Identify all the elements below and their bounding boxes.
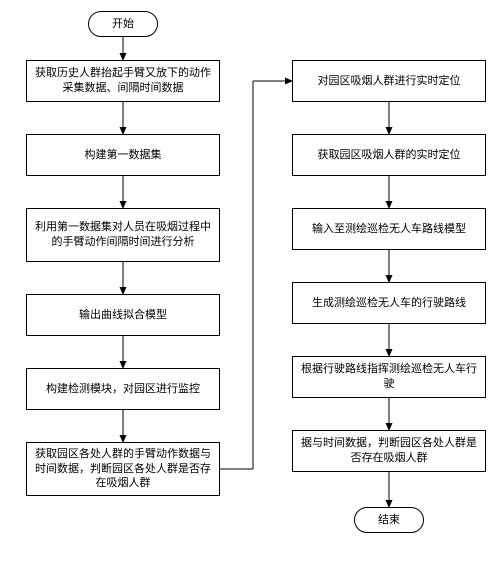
node-label: 根据行驶路线指挥测绘巡检无人车行驶 <box>299 362 479 392</box>
node-label: 获取园区各处人群的手臂动作数据与时间数据，判断园区各处人群是否存在吸烟人群 <box>33 447 213 492</box>
end-label: 结束 <box>378 513 400 528</box>
node-label: 构建第一数据集 <box>85 148 162 163</box>
left-step-2: 构建第一数据集 <box>26 134 220 176</box>
start-label: 开始 <box>112 17 134 32</box>
start-terminator: 开始 <box>88 11 158 37</box>
end-terminator: 结束 <box>354 507 424 533</box>
node-label: 获取历史人群抬起手臂又放下的动作采集数据、间隔时间数据 <box>33 66 213 96</box>
left-step-5: 构建检测模块，对园区进行监控 <box>26 368 220 410</box>
left-step-4: 输出曲线拟合模型 <box>26 294 220 336</box>
right-step-4: 生成测绘巡检无人车的行驶路线 <box>292 282 486 324</box>
node-label: 构建检测模块，对园区进行监控 <box>46 382 200 397</box>
node-label: 获取园区吸烟人群的实时定位 <box>318 148 461 163</box>
node-label: 生成测绘巡检无人车的行驶路线 <box>312 296 466 311</box>
node-label: 输入至测绘巡检无人车路线模型 <box>312 222 466 237</box>
node-label: 据与时间数据，判断园区各处人群是否存在吸烟人群 <box>299 436 479 466</box>
node-label: 输出曲线拟合模型 <box>79 308 167 323</box>
right-step-1: 对园区吸烟人群进行实时定位 <box>292 60 486 102</box>
flowchart-canvas: 开始 结束 获取历史人群抬起手臂又放下的动作采集数据、间隔时间数据 构建第一数据… <box>0 0 502 561</box>
node-label: 对园区吸烟人群进行实时定位 <box>318 74 461 89</box>
node-label: 利用第一数据集对人员在吸烟过程中的手臂动作间隔时间进行分析 <box>33 220 213 250</box>
right-step-6: 据与时间数据，判断园区各处人群是否存在吸烟人群 <box>292 430 486 472</box>
left-step-3: 利用第一数据集对人员在吸烟过程中的手臂动作间隔时间进行分析 <box>26 208 220 262</box>
left-step-6: 获取园区各处人群的手臂动作数据与时间数据，判断园区各处人群是否存在吸烟人群 <box>26 442 220 496</box>
right-step-3: 输入至测绘巡检无人车路线模型 <box>292 208 486 250</box>
left-step-1: 获取历史人群抬起手臂又放下的动作采集数据、间隔时间数据 <box>26 60 220 102</box>
right-step-2: 获取园区吸烟人群的实时定位 <box>292 134 486 176</box>
right-step-5: 根据行驶路线指挥测绘巡检无人车行驶 <box>292 356 486 398</box>
